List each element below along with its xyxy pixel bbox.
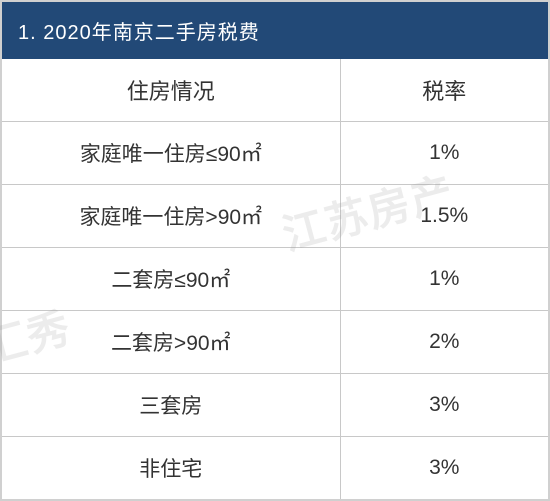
cell-rate: 3% (341, 374, 548, 436)
table-row: 二套房≤90㎡ 1% (2, 247, 548, 310)
cell-rate: 1.5% (341, 185, 548, 247)
cell-situation: 二套房≤90㎡ (2, 248, 341, 310)
header-situation: 住房情况 (2, 59, 341, 121)
cell-rate: 3% (341, 437, 548, 499)
cell-situation: 二套房>90㎡ (2, 311, 341, 373)
cell-situation: 家庭唯一住房≤90㎡ (2, 122, 341, 184)
cell-rate: 2% (341, 311, 548, 373)
table-row: 家庭唯一住房>90㎡ 1.5% (2, 184, 548, 247)
title-bar: 1. 2020年南京二手房税费 (2, 2, 548, 59)
cell-rate: 1% (341, 248, 548, 310)
cell-rate: 1% (341, 122, 548, 184)
table-row: 二套房>90㎡ 2% (2, 310, 548, 373)
header-rate: 税率 (341, 59, 548, 121)
title-text: 1. 2020年南京二手房税费 (18, 22, 260, 44)
cell-situation: 非住宅 (2, 437, 341, 499)
cell-situation: 三套房 (2, 374, 341, 436)
table-row: 家庭唯一住房≤90㎡ 1% (2, 121, 548, 184)
table-header-row: 住房情况 税率 (2, 59, 548, 121)
table-row: 非住宅 3% (2, 436, 548, 499)
table-row: 三套房 3% (2, 373, 548, 436)
table-container: 1. 2020年南京二手房税费 住房情况 税率 家庭唯一住房≤90㎡ 1% 家庭… (0, 0, 550, 501)
tax-table: 住房情况 税率 家庭唯一住房≤90㎡ 1% 家庭唯一住房>90㎡ 1.5% 二套… (2, 59, 548, 499)
cell-situation: 家庭唯一住房>90㎡ (2, 185, 341, 247)
